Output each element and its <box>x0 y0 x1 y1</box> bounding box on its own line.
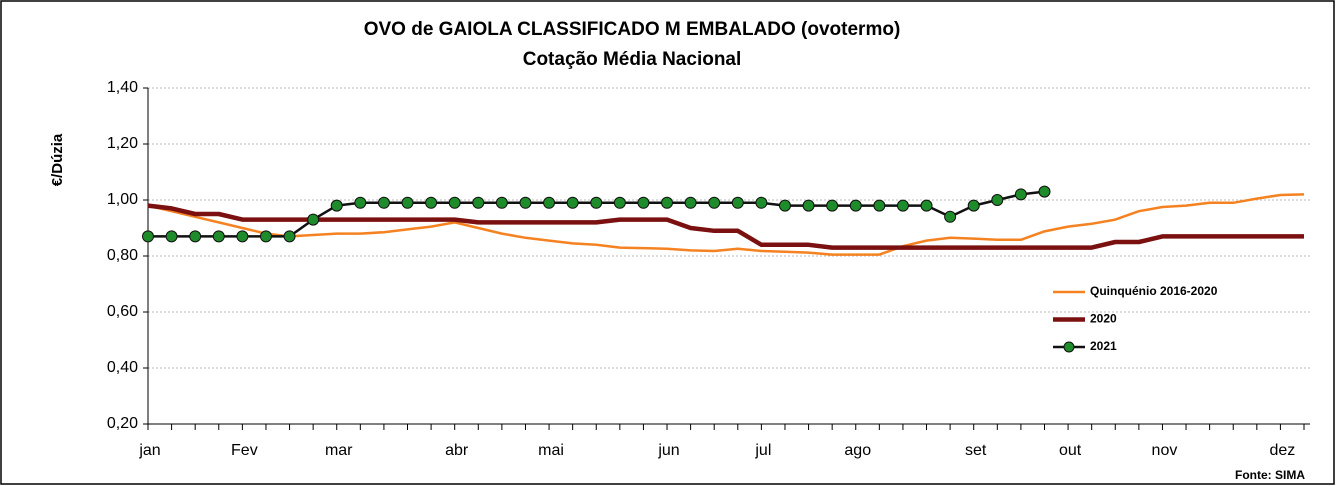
legend-marker <box>1063 341 1075 353</box>
y-tick-label: 0,80 <box>107 247 138 264</box>
y-tick-label: 1,20 <box>107 135 138 152</box>
x-tick-label: mai <box>538 442 564 459</box>
series-marker <box>849 199 862 212</box>
x-tick-label: dez <box>1270 442 1296 459</box>
series-marker <box>307 213 320 226</box>
y-tick-label: 0,20 <box>107 415 138 432</box>
series-marker <box>212 230 225 243</box>
legend-label: Quinquénio 2016-2020 <box>1090 284 1218 298</box>
series-marker <box>873 199 886 212</box>
y-tick-label: 0,60 <box>107 303 138 320</box>
x-tick-label: set <box>965 442 987 459</box>
x-tick-label: ago <box>844 442 871 459</box>
series-marker <box>944 210 957 223</box>
series-marker <box>708 196 721 209</box>
series-marker <box>613 196 626 209</box>
legend-label: 2021 <box>1090 339 1117 353</box>
x-tick-label: jan <box>138 442 160 459</box>
series-marker <box>448 196 461 209</box>
series-marker <box>1038 185 1051 198</box>
series-marker <box>259 230 272 243</box>
series-marker <box>778 199 791 212</box>
series-marker <box>330 199 343 212</box>
series-marker <box>543 196 556 209</box>
chart-title: OVO de GAIOLA CLASSIFICADO M EMBALADO (o… <box>364 19 901 40</box>
series-marker <box>684 196 697 209</box>
series-marker <box>802 199 815 212</box>
series-marker <box>1014 188 1027 201</box>
y-axis-label: €/Dúzia <box>49 133 66 186</box>
series-marker <box>661 196 674 209</box>
series-marker <box>495 196 508 209</box>
x-tick-label: Fev <box>231 442 258 459</box>
series-marker <box>920 199 933 212</box>
series-marker <box>401 196 414 209</box>
series-marker <box>896 199 909 212</box>
series-marker <box>236 230 249 243</box>
series-marker <box>425 196 438 209</box>
y-tick-label: 1,40 <box>107 79 138 96</box>
series-marker <box>967 199 980 212</box>
series-marker <box>731 196 744 209</box>
series-marker <box>142 230 154 243</box>
x-tick-label: out <box>1059 442 1082 459</box>
series-marker <box>189 230 202 243</box>
series-marker <box>472 196 485 209</box>
series-marker <box>755 196 768 209</box>
y-tick-label: 1,00 <box>107 191 138 208</box>
x-tick-label: nov <box>1152 442 1178 459</box>
chart-subtitle: Cotação Média Nacional <box>523 49 742 70</box>
series-marker <box>377 196 390 209</box>
x-tick-label: mar <box>325 442 353 459</box>
series-line <box>147 203 1304 250</box>
y-tick-label: 0,40 <box>107 359 138 376</box>
series-marker <box>590 196 603 209</box>
series-marker <box>566 196 579 209</box>
source: Fonte: SIMA <box>1235 468 1305 482</box>
series-marker <box>165 230 178 243</box>
legend-label: 2020 <box>1090 312 1117 326</box>
series-line <box>147 193 1305 256</box>
x-tick-label: abr <box>445 442 469 459</box>
series-marker <box>283 230 296 243</box>
series-marker <box>354 196 367 209</box>
series-marker <box>991 194 1004 206</box>
x-tick-label: jul <box>754 442 771 459</box>
series-marker <box>637 196 650 209</box>
series-marker <box>826 199 839 212</box>
series-marker <box>519 196 532 209</box>
x-tick-label: jun <box>657 442 679 459</box>
